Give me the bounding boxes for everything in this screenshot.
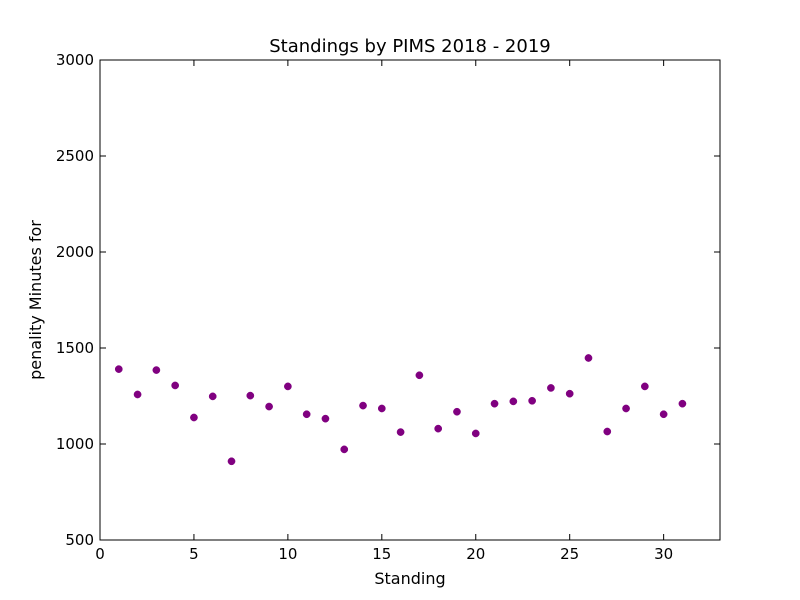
data-point — [227, 457, 236, 466]
data-point — [133, 390, 142, 399]
data-point — [171, 381, 180, 390]
y-axis-label: penality Minutes for — [26, 220, 45, 380]
y-tick-label: 2000 — [56, 243, 94, 261]
data-point — [359, 401, 367, 410]
data-point — [190, 413, 198, 422]
data-point — [565, 389, 574, 398]
data-point — [453, 407, 461, 416]
data-point — [490, 399, 499, 408]
data-point — [114, 365, 123, 373]
data-point — [246, 391, 255, 400]
data-point — [377, 404, 386, 413]
x-tick-label: 5 — [189, 545, 199, 563]
data-point — [547, 384, 555, 392]
data-point — [471, 429, 480, 438]
x-tick-label: 15 — [372, 545, 391, 563]
y-tick-label: 500 — [65, 531, 94, 549]
y-tick-label: 1500 — [56, 339, 94, 357]
data-point — [603, 427, 612, 436]
y-tick-label: 1000 — [56, 435, 94, 453]
y-tick-label: 3000 — [56, 51, 94, 69]
data-point — [396, 428, 405, 436]
x-tick-label: 25 — [560, 545, 579, 563]
data-point — [208, 392, 217, 401]
plot-area-frame — [99, 59, 721, 541]
ticks-layer: 0 5 10 15 20 25 30 500 1000 1500 2000 2500 3000 — [56, 51, 720, 563]
data-point — [640, 382, 649, 391]
x-tick-label: 10 — [278, 545, 297, 563]
data-point — [302, 410, 311, 419]
data-point — [584, 354, 593, 362]
data-point — [340, 445, 349, 454]
data-point — [321, 414, 330, 423]
points-layer — [114, 354, 687, 466]
data-point — [284, 382, 292, 391]
data-point — [265, 402, 273, 411]
x-axis-label: Standing — [374, 569, 445, 588]
chart-title: Standings by PIMS 2018 - 2019 — [269, 36, 550, 57]
data-point — [622, 404, 630, 413]
data-point — [528, 396, 536, 405]
x-tick-label: 0 — [95, 545, 105, 563]
x-tick-label: 20 — [466, 545, 485, 563]
data-point — [678, 399, 687, 408]
y-tick-label: 2500 — [56, 147, 94, 165]
data-point — [434, 424, 443, 433]
data-point — [415, 371, 424, 380]
data-point — [509, 397, 518, 406]
data-point — [152, 366, 161, 374]
data-point — [659, 410, 668, 419]
x-tick-label: 30 — [654, 545, 673, 563]
